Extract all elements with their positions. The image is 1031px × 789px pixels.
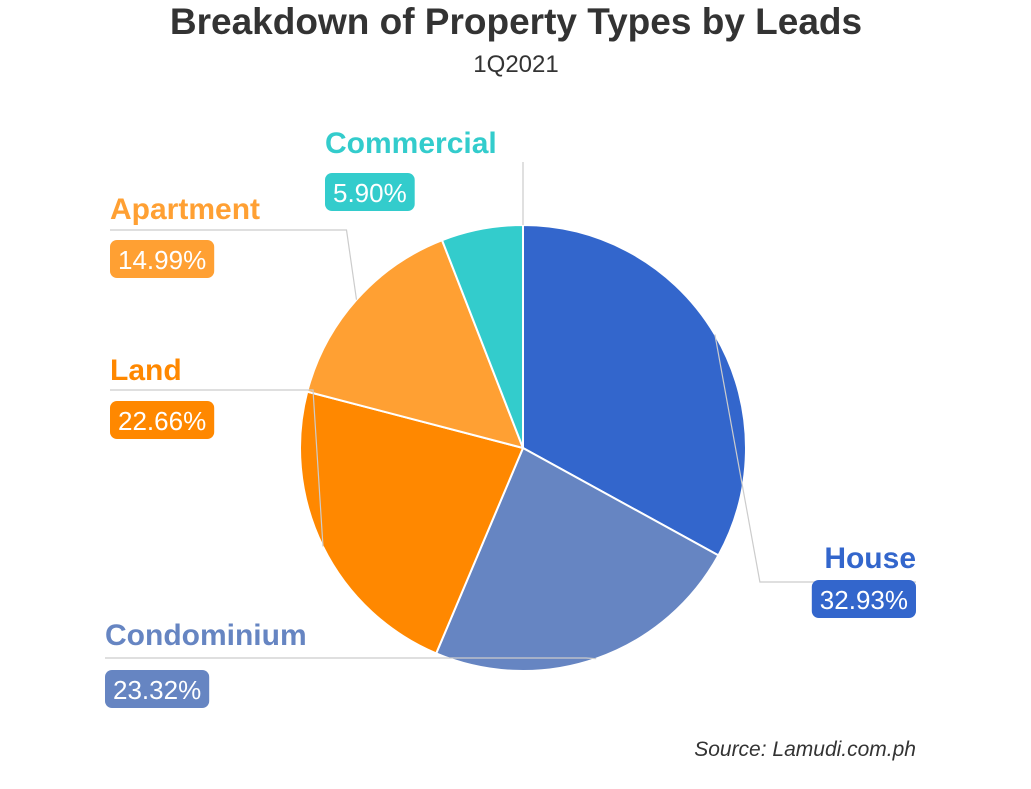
value-badge-commercial (325, 173, 415, 211)
slice-land (299, 390, 525, 655)
leader-line-land (110, 389, 324, 547)
value-label-commercial: 5.90% (333, 178, 407, 208)
slice-apartment (306, 238, 525, 450)
value-badge-condominium (105, 670, 210, 708)
value-label-condominium: 23.32% (113, 675, 201, 705)
leader-line-condominium (105, 657, 597, 660)
leader-line-apartment (110, 229, 358, 300)
category-label-apartment: Apartment (110, 193, 260, 226)
chart-source: Source: Lamudi.com.ph (694, 738, 916, 761)
value-badge-house (811, 580, 916, 618)
value-label-house: 32.93% (820, 585, 908, 615)
category-label-condominium: Condominium (105, 619, 307, 652)
chart-title: Breakdown of Property Types by Leads (170, 1, 862, 42)
value-badge-apartment (110, 240, 215, 278)
slice-commercial (440, 223, 524, 449)
category-label-house: House (824, 542, 916, 575)
value-label-land: 22.66% (118, 406, 206, 436)
slice-house (522, 223, 747, 557)
category-label-commercial: Commercial (325, 127, 497, 160)
chart-subtitle: 1Q2021 (473, 51, 558, 78)
category-label-land: Land (110, 354, 182, 387)
value-badge-land (110, 401, 215, 439)
value-label-apartment: 14.99% (118, 245, 206, 275)
